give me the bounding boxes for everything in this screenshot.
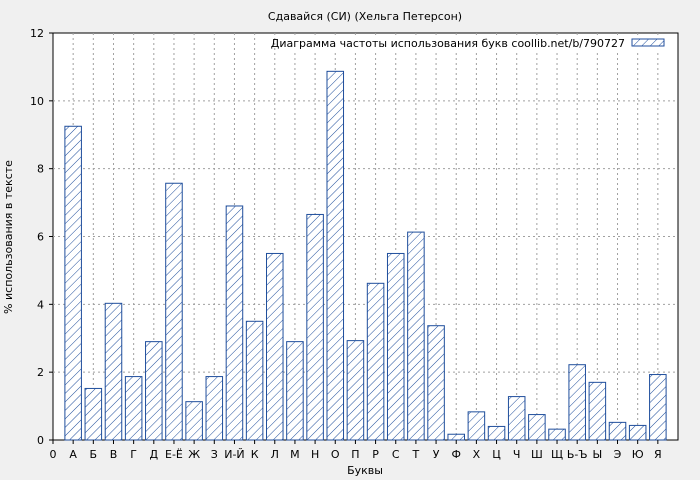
x-tick-label: Е-Ё <box>165 448 183 461</box>
bar <box>487 425 506 441</box>
legend-swatch <box>631 38 665 47</box>
bar <box>528 414 546 441</box>
x-tick-label: Н <box>311 448 319 461</box>
bar <box>628 424 647 441</box>
x-tick-label: Ц <box>492 448 501 461</box>
x-tick-label: Ю <box>632 448 644 461</box>
bar <box>548 428 566 441</box>
bar <box>407 231 425 441</box>
y-tick-label: 12 <box>30 27 44 40</box>
x-tick-label: Г <box>130 448 137 461</box>
bar <box>649 374 667 441</box>
bar <box>145 341 163 441</box>
bar <box>447 433 465 441</box>
bar <box>165 182 183 441</box>
y-tick-label: 4 <box>37 298 44 311</box>
bar <box>346 340 365 441</box>
x-tick-label: 0 <box>50 448 57 461</box>
x-tick-label: Ь-Ъ <box>567 448 588 461</box>
bar <box>366 282 385 441</box>
x-tick-label: Д <box>150 448 159 461</box>
x-tick-label: Х <box>473 448 481 461</box>
bar <box>326 70 345 441</box>
bar <box>467 411 486 441</box>
bar <box>104 302 123 441</box>
x-tick-label: О <box>331 448 340 461</box>
bar <box>205 376 224 441</box>
x-tick-label: Ы <box>592 448 602 461</box>
legend-label: Диаграмма частоты использования букв coo… <box>271 37 625 50</box>
y-axis-title: % использования в тексте <box>2 160 15 314</box>
bar <box>185 401 203 441</box>
y-tick-label: 10 <box>30 95 44 108</box>
bar <box>245 320 264 441</box>
x-tick-label: Б <box>90 448 98 461</box>
x-tick-label: З <box>211 448 218 461</box>
bar <box>507 396 526 441</box>
x-tick-label: А <box>69 448 77 461</box>
bar <box>427 325 445 441</box>
x-tick-label: Ж <box>188 448 200 461</box>
bar <box>608 421 627 441</box>
y-tick-label: 2 <box>37 366 44 379</box>
x-tick-label: В <box>110 448 118 461</box>
y-tick-label: 0 <box>37 434 44 447</box>
bar <box>225 205 244 441</box>
bar <box>588 381 607 441</box>
bar <box>266 252 284 441</box>
bar <box>124 376 143 441</box>
x-tick-label: Т <box>412 448 420 461</box>
x-tick-label: К <box>251 448 259 461</box>
y-axis-ticks: 0 2 4 6 8 10 12 <box>30 27 53 447</box>
x-tick-label: У <box>433 448 440 461</box>
x-axis-title: Буквы <box>347 464 383 477</box>
x-tick-label: Р <box>372 448 379 461</box>
x-tick-label: С <box>392 448 400 461</box>
x-tick-label: И-Й <box>224 448 244 461</box>
bar <box>84 387 103 441</box>
bar <box>306 213 324 441</box>
bars <box>64 70 667 441</box>
x-tick-label: Щ <box>551 448 563 461</box>
legend-background <box>282 36 674 52</box>
y-tick-label: 6 <box>37 231 44 244</box>
x-tick-label: Э <box>614 448 622 461</box>
bar <box>386 252 405 441</box>
x-tick-label: М <box>290 448 300 461</box>
chart-title: Сдавайся (СИ) (Хельга Петерсон) <box>268 10 462 23</box>
bar <box>568 364 586 441</box>
y-tick-label: 8 <box>37 163 44 176</box>
bar <box>286 341 304 441</box>
x-tick-label: П <box>351 448 359 461</box>
x-tick-label: Ф <box>451 448 460 461</box>
x-tick-label: Ч <box>513 448 521 461</box>
bar <box>64 125 82 441</box>
x-tick-label: Л <box>271 448 279 461</box>
x-axis-ticks: 0 А Б В Г Д Е-Ё Ж З И-Й К Л М Н О П Р С Т У Ф Х Ц Ч Ш Щ Ь-Ъ Ы Э Ю Я <box>50 440 662 461</box>
x-tick-label: Я <box>654 448 662 461</box>
x-tick-label: Ш <box>531 448 543 461</box>
legend: Диаграмма частоты использования букв coo… <box>271 36 674 52</box>
